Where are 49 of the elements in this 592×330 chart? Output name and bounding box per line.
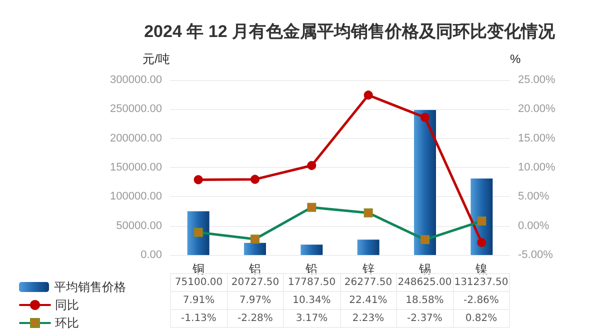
y2-tick-label: 20.00% [518,103,556,116]
data-label: 10.34% [284,292,340,310]
data-label: 2.23% [340,310,396,328]
point [364,90,373,100]
data-label: -2.37% [396,310,453,328]
data-label: 17787.50 [288,277,336,288]
point [250,174,260,184]
data-label: 18.58% [396,292,453,310]
point [194,175,203,184]
data-label: -2.86% [453,292,510,310]
y2-tick-label: 5.00% [518,190,550,203]
data-label: 22.41% [340,292,396,310]
data-label: 75100.00 [174,277,223,288]
bar [357,240,380,255]
y2-tick-label: 0.00% [518,220,550,232]
point [307,161,316,170]
y-tick-label: 50000.00 [116,220,162,232]
y2-tick-label: 10.00% [518,162,556,174]
point [420,112,430,122]
y2-tick-label: 25.00% [518,74,556,86]
data-label: 248625.00 [398,277,452,288]
bar [300,244,323,255]
data-label: 3.17% [284,310,340,328]
bar [414,110,436,255]
data-label: 7.91% [170,292,227,310]
bar [244,242,266,255]
chart-title: 2024 年 12 月有色金属平均销售价格及同环比变化情况 [144,22,556,41]
legend-label: 平均销售价格 [54,280,126,294]
y-tick-label: 0.00 [140,249,162,261]
legend-label: 同比 [55,298,79,312]
y-tick-label: 250000.00 [110,103,162,116]
data-label: -1.13% [170,310,227,328]
data-label: 20727.50 [231,277,280,288]
y-axis-title: 元/吨 [142,52,170,66]
x-tick-label: 锌 [361,262,374,276]
legend-label: 环比 [55,316,79,330]
data-label: 0.82% [453,310,510,328]
y-tick-label: 150000.00 [110,162,162,174]
data-label: 7.97% [227,292,284,310]
y2-tick-label: 15.00% [518,132,556,144]
y2-axis-title: % [510,52,521,66]
y-tick-label: 300000.00 [110,74,162,86]
data-label: 26277.50 [344,277,392,288]
data-label: -2.28% [227,310,284,328]
y-tick-label: 200000.00 [110,132,162,144]
y2-tick-label: -5.00% [518,249,554,261]
y-tick-label: 100000.00 [110,190,162,203]
data-label: 131237.50 [454,277,508,288]
point [477,238,486,248]
